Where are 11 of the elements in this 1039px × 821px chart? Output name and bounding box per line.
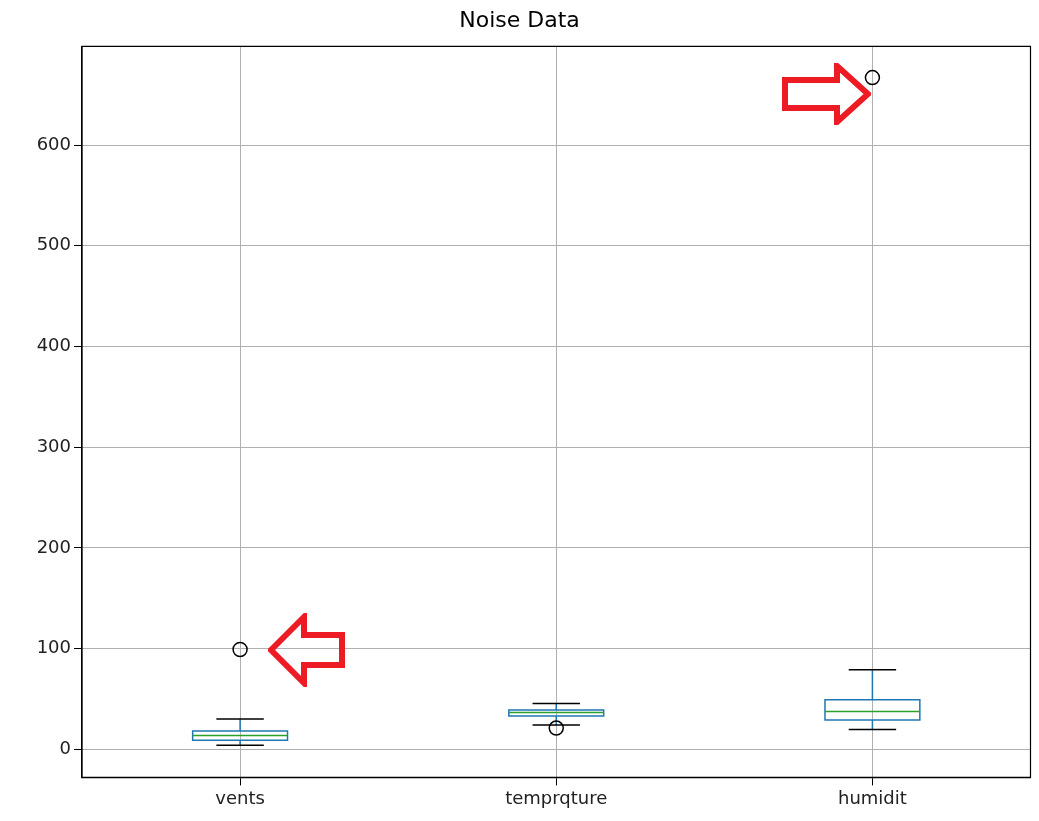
chart-title: Noise Data	[459, 6, 580, 32]
y-tick-label: 0	[59, 736, 71, 758]
y-tick-label: 500	[36, 233, 71, 255]
y-tick-label: 100	[36, 636, 71, 658]
y-tick-label: 300	[36, 434, 71, 456]
x-tick-label: temprqture	[505, 786, 608, 808]
y-tick-label: 200	[36, 535, 71, 557]
x-tick-label: humidit	[837, 786, 907, 808]
x-tick-label: vents	[215, 786, 265, 808]
y-tick-label: 400	[36, 334, 71, 356]
y-tick-label: 600	[36, 132, 71, 154]
